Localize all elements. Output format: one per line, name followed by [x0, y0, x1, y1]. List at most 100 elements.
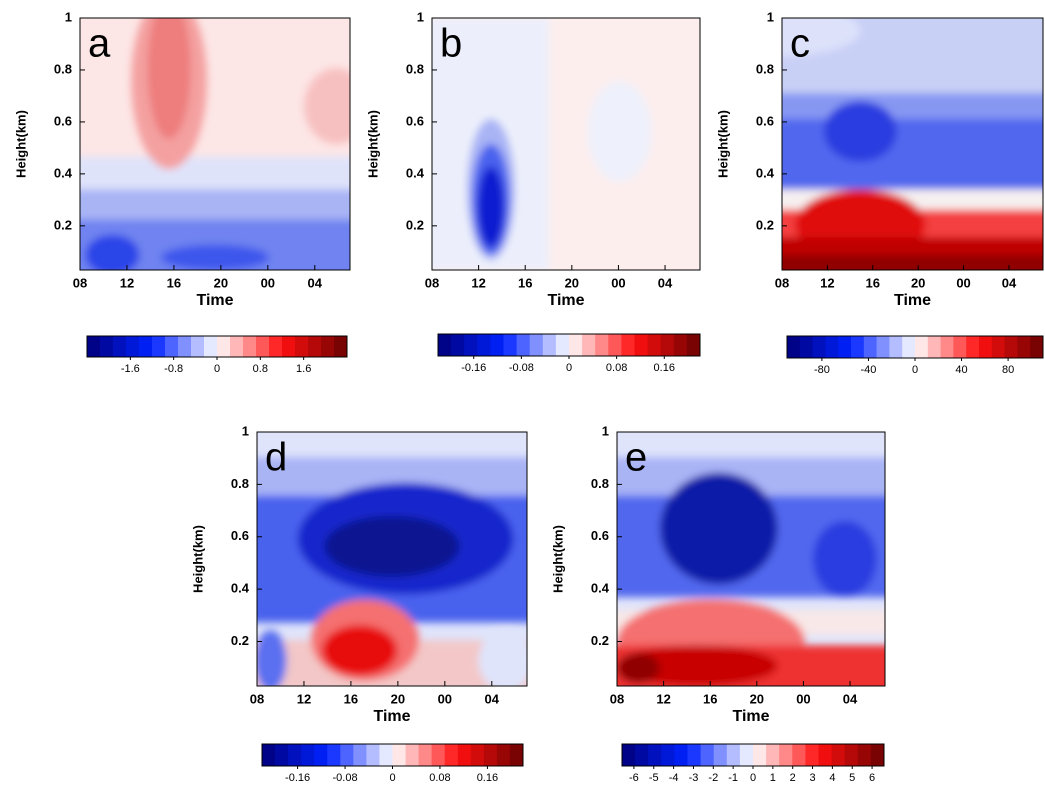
colorbar-box — [308, 336, 322, 357]
colorbar-box — [622, 744, 636, 766]
x-tick-label: 08 — [250, 691, 264, 706]
colorbar-box — [940, 336, 954, 358]
colorbar-box — [825, 336, 839, 358]
colorbar-tick-label: -4 — [669, 772, 679, 784]
x-tick-label: 00 — [261, 275, 275, 290]
y-tick-label: 0.6 — [406, 113, 424, 128]
contour-regions — [432, 18, 652, 270]
colorbar-box — [700, 744, 715, 766]
y-tick-label: 0.6 — [591, 528, 609, 543]
plot-frame — [256, 431, 528, 687]
colorbar-box — [1030, 336, 1044, 358]
colorbar-box — [582, 334, 596, 356]
y-tick-label: 0.2 — [591, 633, 609, 648]
colorbar-box — [660, 334, 675, 356]
colorbar-box — [870, 744, 885, 766]
x-tick-label: 00 — [438, 691, 452, 706]
x-tick-label: 08 — [775, 275, 789, 290]
colorbar-box — [979, 336, 993, 358]
colorbar-box — [288, 744, 302, 766]
x-tick-label: 00 — [611, 275, 625, 290]
colorbar-box — [431, 744, 446, 766]
colorbar-box — [457, 744, 472, 766]
colorbar-tick-label: 0.08 — [429, 772, 450, 784]
colorbar-box — [818, 744, 833, 766]
colorbar-box — [470, 744, 485, 766]
colorbar-box — [687, 744, 702, 766]
colorbar-tick-label: -40 — [861, 364, 877, 376]
y-tick-label: 0.4 — [406, 165, 425, 180]
x-tick-label: 20 — [214, 275, 228, 290]
colorbar-box — [608, 334, 622, 356]
colorbar-tick-label: 0 — [912, 364, 918, 376]
x-tick-label: 16 — [866, 275, 880, 290]
contour-field — [80, 18, 350, 270]
colorbar-box — [812, 336, 826, 358]
colorbar-box — [647, 334, 662, 356]
y-tick-label: 0.8 — [756, 61, 774, 76]
contour-field — [782, 18, 1043, 270]
colorbar-box — [477, 334, 491, 356]
colorbar-box — [799, 336, 814, 358]
y-axis-label: Height(km) — [13, 110, 28, 178]
colorbar-box — [178, 336, 192, 357]
colorbar-box — [217, 336, 231, 357]
plot-frame — [431, 17, 701, 271]
y-tick-label: 0.4 — [54, 165, 73, 180]
colorbar-tick-label: -0.8 — [164, 363, 183, 375]
x-tick-label: 00 — [796, 691, 810, 706]
colorbar-box — [779, 744, 793, 766]
colorbar-tick-label: 6 — [869, 772, 875, 784]
colorbar-box — [438, 334, 452, 356]
colorbar-tick-label: 1 — [770, 772, 776, 784]
colorbar-box — [838, 336, 852, 358]
x-tick-label: 20 — [911, 275, 925, 290]
colorbar-box — [334, 336, 348, 357]
colorbar-box — [366, 744, 380, 766]
contour-region — [782, 254, 1043, 270]
y-tick-label: 0.8 — [231, 476, 249, 491]
panel: 0.2 0.4 0.6 0.8 1 08 12 16 20 00 04 Time Height(km) b… — [365, 9, 701, 374]
x-tick-label: 04 — [308, 275, 323, 290]
colorbar-box — [857, 744, 872, 766]
colorbar-box — [275, 744, 289, 766]
colorbar-box — [152, 336, 166, 357]
x-tick-label: 16 — [344, 691, 358, 706]
colorbar-tick-label: -6 — [629, 772, 639, 784]
colorbar-box — [483, 744, 498, 766]
colorbar-box — [787, 336, 801, 358]
y-tick-label: 0.6 — [54, 113, 72, 128]
x-tick-label: 04 — [843, 691, 858, 706]
colorbar-box — [451, 334, 465, 356]
x-axis-label: Time — [732, 708, 769, 725]
x-axis-label: Time — [547, 292, 584, 309]
x-tick-label: 16 — [518, 275, 532, 290]
colorbar-box — [844, 744, 859, 766]
contour-region — [321, 625, 398, 676]
colorbar-box — [496, 744, 511, 766]
colorbar-box — [191, 336, 205, 357]
y-tick-label: 0.2 — [54, 217, 72, 232]
colorbar-box — [204, 336, 218, 357]
colorbar-box — [634, 334, 649, 356]
colorbar-box — [113, 336, 127, 357]
colorbar-box — [392, 744, 407, 766]
panel: 0.2 0.4 0.6 0.8 1 08 12 16 20 00 04 Time Height(km) c… — [715, 9, 1044, 376]
colorbar: -1.6 -0.8 0 0.8 1.6 — [86, 335, 348, 375]
x-tick-label: 12 — [297, 691, 311, 706]
colorbar-box — [851, 336, 865, 358]
y-tick-label: 0.4 — [756, 165, 775, 180]
colorbar-box — [902, 336, 916, 358]
colorbar-box — [595, 334, 609, 356]
colorbar-tick-label: 80 — [1002, 364, 1014, 376]
x-tick-label: 20 — [565, 275, 579, 290]
contour-regions — [257, 457, 527, 686]
y-tick-label: 0.4 — [231, 581, 250, 596]
x-axis-label: Time — [373, 708, 410, 725]
y-tick-label: 0.6 — [231, 528, 249, 543]
x-tick-label: 20 — [391, 691, 405, 706]
contour-region — [782, 18, 861, 56]
y-tick-label: 1 — [417, 9, 424, 24]
colorbar-tick-label: -0.16 — [285, 772, 310, 784]
colorbar-box — [674, 744, 688, 766]
